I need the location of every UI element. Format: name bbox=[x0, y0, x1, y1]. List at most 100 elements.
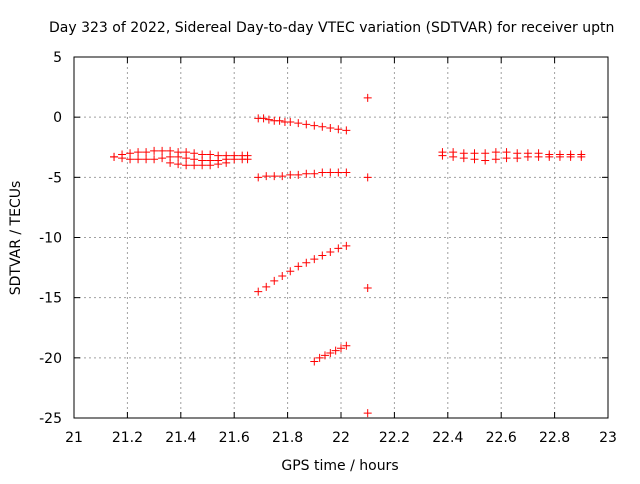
data-point bbox=[523, 152, 532, 161]
x-tick-label: 22.8 bbox=[539, 430, 570, 446]
data-point bbox=[337, 344, 345, 353]
data-point bbox=[278, 172, 287, 181]
data-point bbox=[342, 341, 351, 350]
data-point bbox=[126, 155, 135, 164]
series-arc-low bbox=[310, 341, 351, 366]
y-axis-label: SDTVAR / TECUs bbox=[8, 181, 24, 296]
data-point bbox=[481, 149, 490, 158]
data-point bbox=[110, 152, 119, 161]
y-tick-label: -10 bbox=[39, 231, 62, 247]
marker-layer bbox=[110, 93, 586, 418]
series-band-b2 bbox=[438, 151, 586, 165]
x-tick-label: 22.4 bbox=[432, 430, 463, 446]
data-point bbox=[270, 172, 279, 181]
data-point bbox=[142, 148, 151, 157]
data-point bbox=[302, 169, 311, 178]
data-point bbox=[342, 126, 351, 135]
data-point bbox=[190, 161, 199, 170]
data-point bbox=[577, 152, 586, 161]
y-tick-label: -25 bbox=[39, 411, 62, 427]
data-point bbox=[310, 255, 319, 264]
data-point bbox=[222, 158, 231, 167]
data-point bbox=[198, 161, 207, 170]
data-point bbox=[166, 158, 175, 167]
data-point bbox=[158, 154, 167, 163]
x-tick-label: 22.6 bbox=[486, 430, 517, 446]
data-point bbox=[318, 168, 327, 177]
data-point bbox=[438, 151, 447, 160]
data-point bbox=[363, 409, 372, 418]
tick-layer: 21 21.2 21.4 21.6 21.8 22 22.2 22.4 22.6 22.8 23 5 0… bbox=[39, 50, 617, 446]
y-tick-label: 0 bbox=[53, 110, 62, 126]
data-point bbox=[294, 119, 303, 128]
series-band-a3 bbox=[166, 158, 231, 170]
data-point bbox=[278, 272, 287, 281]
data-point bbox=[566, 152, 575, 161]
data-point bbox=[275, 116, 284, 125]
plot-frame bbox=[73, 56, 609, 419]
data-point bbox=[150, 146, 159, 155]
x-tick-label: 22.2 bbox=[379, 430, 410, 446]
data-point bbox=[320, 351, 329, 360]
grid-layer bbox=[74, 57, 608, 418]
x-tick-label: 23 bbox=[599, 430, 617, 446]
x-tick-label: 21.6 bbox=[219, 430, 250, 446]
data-point bbox=[318, 251, 327, 260]
data-point bbox=[491, 155, 500, 164]
data-point bbox=[310, 169, 319, 178]
series-isolated bbox=[363, 93, 372, 418]
data-point bbox=[243, 155, 252, 164]
data-point bbox=[310, 121, 319, 130]
data-point bbox=[318, 122, 327, 131]
data-point bbox=[264, 115, 273, 124]
data-point bbox=[342, 168, 351, 177]
x-tick-label: 21.8 bbox=[272, 430, 303, 446]
data-point bbox=[342, 241, 351, 250]
data-point bbox=[459, 154, 468, 163]
y-tick-label: -15 bbox=[39, 291, 62, 307]
data-point bbox=[270, 276, 279, 285]
data-point bbox=[134, 155, 143, 164]
data-point bbox=[363, 93, 372, 102]
data-point bbox=[259, 114, 268, 123]
chart-title: Day 323 of 2022, Sidereal Day-to-day VTE… bbox=[49, 20, 614, 36]
data-point bbox=[545, 152, 554, 161]
data-point bbox=[555, 152, 564, 161]
data-point bbox=[334, 168, 343, 177]
data-point bbox=[182, 161, 191, 170]
x-tick-label: 21.2 bbox=[112, 430, 143, 446]
data-point bbox=[481, 156, 490, 165]
data-point bbox=[470, 155, 479, 164]
series-arc-top bbox=[254, 114, 351, 135]
data-point bbox=[449, 152, 458, 161]
data-point bbox=[491, 148, 500, 157]
data-point bbox=[310, 357, 319, 366]
x-tick-label: 21.4 bbox=[165, 430, 196, 446]
data-point bbox=[326, 168, 335, 177]
data-point bbox=[134, 148, 143, 157]
data-point bbox=[214, 160, 223, 169]
data-point bbox=[513, 154, 522, 163]
data-point bbox=[286, 267, 295, 276]
data-point bbox=[182, 154, 191, 163]
data-point bbox=[334, 244, 343, 253]
x-tick-label: 22 bbox=[332, 430, 350, 446]
series-band-a2 bbox=[110, 152, 252, 165]
series-arc-rise bbox=[254, 241, 351, 296]
data-point bbox=[142, 155, 151, 164]
data-point bbox=[534, 152, 543, 161]
data-point bbox=[254, 173, 263, 182]
data-point bbox=[326, 247, 335, 256]
y-tick-label: -5 bbox=[48, 170, 62, 186]
data-point bbox=[334, 125, 343, 134]
data-point bbox=[254, 287, 263, 296]
data-point bbox=[118, 154, 127, 163]
x-tick-label: 21 bbox=[65, 430, 83, 446]
data-point bbox=[294, 170, 303, 179]
data-point bbox=[286, 170, 295, 179]
data-point bbox=[363, 173, 372, 182]
data-point bbox=[363, 284, 372, 293]
data-point bbox=[174, 160, 183, 169]
